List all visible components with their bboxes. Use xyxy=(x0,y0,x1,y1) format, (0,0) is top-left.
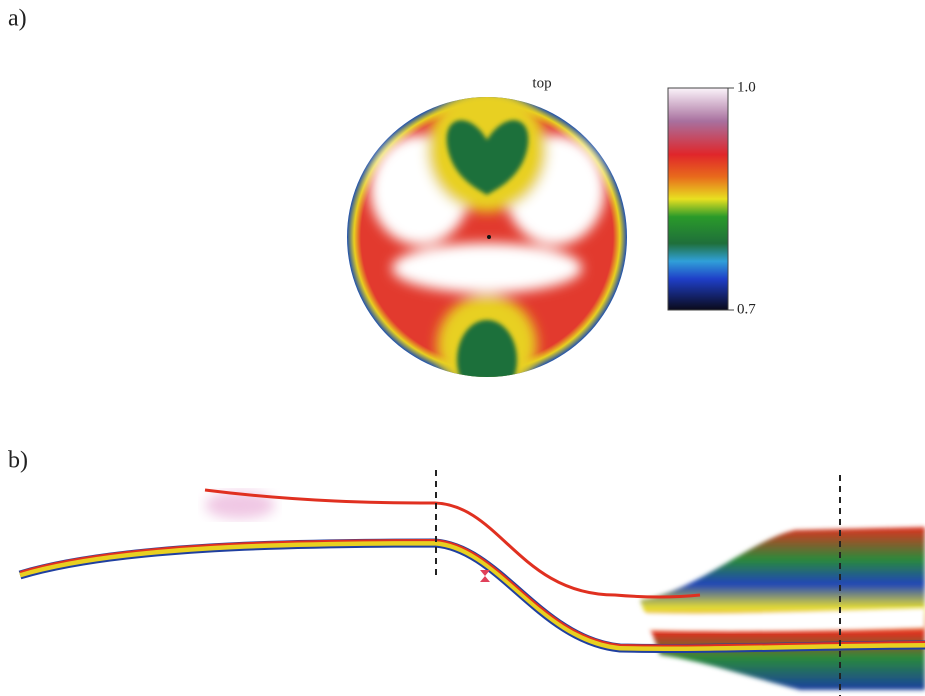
colorbar-tick-label: 0.7 xyxy=(737,301,756,317)
figure: a) b) top 1.0 0.7 xyxy=(0,0,925,696)
panel-label: a) xyxy=(8,6,27,32)
view-label: top xyxy=(532,75,551,91)
colorbar-tick-label: 1.0 xyxy=(737,79,756,95)
marker xyxy=(480,570,490,582)
panel-label: b) xyxy=(8,448,28,474)
outflow-field xyxy=(640,527,925,690)
colorbar xyxy=(668,88,728,310)
